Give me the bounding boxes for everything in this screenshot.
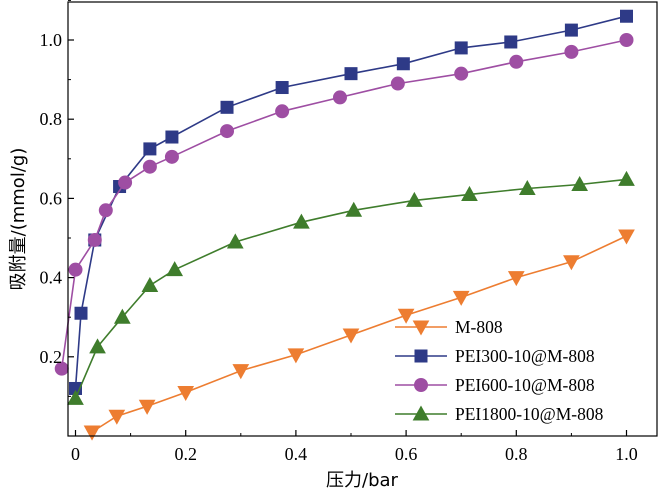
y-tick-label: 1.0 — [40, 30, 63, 50]
data-point — [275, 104, 290, 119]
data-point — [344, 67, 358, 81]
data-point — [332, 90, 347, 105]
data-point — [98, 203, 113, 218]
data-point — [226, 233, 244, 249]
data-point — [164, 149, 179, 164]
data-point — [518, 179, 536, 195]
x-tick-label: 0.8 — [505, 444, 528, 464]
series-PEI1800-10@M-808 — [67, 170, 635, 405]
data-point — [138, 399, 156, 415]
data-point — [89, 338, 106, 354]
data-point — [165, 130, 179, 144]
data-point — [293, 213, 310, 229]
data-point — [232, 364, 250, 380]
data-point — [113, 308, 131, 324]
data-point — [166, 261, 184, 277]
series-PEI600-10@M-808 — [54, 33, 634, 376]
data-point — [618, 229, 635, 245]
y-tick-label: 0.6 — [40, 188, 63, 208]
data-point — [342, 328, 360, 344]
series-M-808 — [83, 229, 635, 441]
data-point — [509, 54, 524, 69]
data-point — [118, 175, 133, 190]
data-point — [563, 255, 580, 271]
data-point — [571, 176, 589, 192]
data-point — [143, 142, 157, 156]
data-point — [87, 232, 102, 247]
data-point — [564, 44, 579, 59]
legend-marker — [414, 378, 428, 392]
legend: M-808 PEI300-10@M-808 PEI600-10@M-808 PEI18… — [395, 317, 604, 424]
y-axis-title: 吸附量/(mmol/g) — [8, 148, 29, 291]
x-axis-title: 压力/bar — [326, 470, 399, 491]
data-point — [620, 9, 633, 23]
series-line — [60, 39, 627, 369]
data-point — [108, 409, 126, 425]
data-point — [220, 100, 234, 114]
x-tick-label: 0.4 — [285, 444, 308, 464]
data-point — [564, 23, 578, 37]
data-point — [390, 76, 405, 91]
data-point — [454, 66, 469, 81]
y-tick-label: 0.2 — [40, 347, 63, 367]
legend-label: M-808 — [455, 317, 503, 337]
legend-marker — [412, 405, 430, 421]
x-tick-label: 0.6 — [395, 444, 418, 464]
x-tick-label: 0.2 — [174, 444, 197, 464]
data-point — [142, 159, 157, 174]
legend-item: M-808 — [395, 317, 503, 337]
data-point — [345, 201, 363, 217]
y-tick-label: 0.4 — [40, 268, 63, 288]
legend-marker — [412, 320, 430, 336]
data-point — [406, 191, 423, 207]
data-point — [275, 81, 289, 95]
data-point — [396, 57, 410, 71]
data-point — [68, 262, 83, 277]
data-point — [141, 276, 159, 293]
y-tick-label: 0.8 — [40, 109, 63, 129]
data-point — [461, 185, 478, 201]
legend-item: PEI600-10@M-808 — [395, 375, 595, 395]
legend-label: PEI1800-10@M-808 — [455, 404, 604, 424]
legend-marker — [414, 349, 428, 363]
data-point — [397, 308, 415, 324]
data-point — [287, 348, 305, 364]
data-point — [74, 306, 88, 320]
legend-item: PEI1800-10@M-808 — [395, 404, 604, 424]
data-point — [177, 385, 195, 401]
legend-label: PEI300-10@M-808 — [455, 346, 595, 366]
data-point — [618, 170, 635, 186]
legend-label: PEI600-10@M-808 — [455, 375, 595, 395]
data-point — [507, 271, 525, 287]
data-point — [220, 124, 235, 139]
data-point — [83, 425, 101, 441]
x-tick-label: 0 — [71, 444, 80, 464]
data-point — [454, 41, 468, 55]
series-line — [91, 235, 627, 433]
data-point — [504, 35, 518, 49]
x-tick-label: 1.0 — [615, 444, 638, 464]
data-point — [619, 33, 634, 47]
plot-frame — [67, 1, 658, 437]
legend-item: PEI300-10@M-808 — [395, 346, 595, 366]
data-point — [452, 290, 470, 306]
data-point — [67, 389, 84, 405]
